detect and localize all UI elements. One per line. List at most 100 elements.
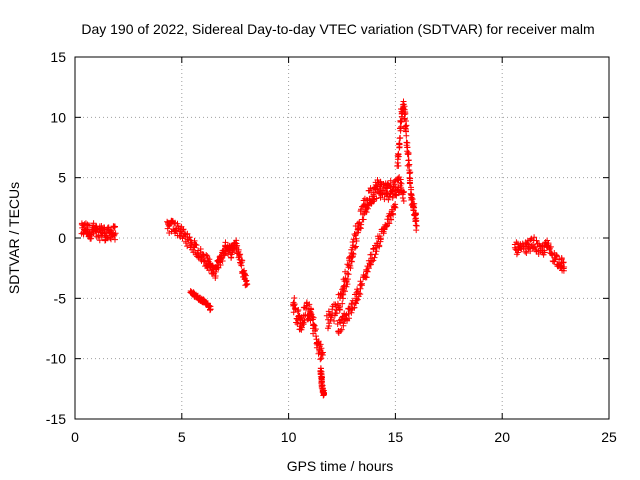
data-point — [397, 119, 404, 125]
data-point — [295, 307, 302, 313]
data-point — [186, 234, 193, 241]
data-point — [533, 237, 540, 244]
data-point — [301, 317, 308, 324]
data-point — [373, 195, 380, 202]
data-point — [413, 217, 420, 224]
data-point — [339, 300, 346, 307]
data-point — [184, 243, 191, 250]
data-point — [367, 261, 374, 268]
data-point — [390, 211, 397, 218]
data-point — [191, 237, 198, 244]
y-axis-title: SDTVAR / TECUs — [6, 182, 22, 294]
data-point — [402, 110, 409, 117]
data-point — [396, 141, 403, 148]
data-point — [83, 226, 90, 233]
y-tick-label: 0 — [58, 230, 66, 246]
data-point — [388, 216, 395, 223]
data-point — [547, 243, 554, 250]
data-point — [352, 244, 358, 251]
data-point — [306, 301, 313, 308]
data-point — [548, 250, 555, 257]
data-point — [217, 262, 224, 268]
y-tick-label: -5 — [54, 290, 67, 306]
data-point — [193, 242, 200, 249]
data-point — [291, 295, 298, 301]
data-point — [386, 220, 393, 227]
data-point — [546, 245, 553, 252]
data-point — [406, 180, 413, 187]
data-point — [383, 223, 390, 230]
data-point — [204, 253, 211, 259]
data-point — [558, 256, 565, 263]
data-point — [338, 326, 345, 333]
data-point — [350, 251, 357, 258]
y-tick-label: 5 — [58, 170, 66, 186]
data-point — [325, 308, 332, 315]
data-point — [413, 222, 420, 229]
data-point — [291, 302, 298, 309]
data-point — [345, 271, 352, 278]
data-point — [395, 162, 402, 169]
data-point — [342, 288, 348, 295]
data-point — [403, 132, 410, 139]
data-point — [311, 322, 318, 329]
data-point — [360, 216, 367, 223]
data-point — [326, 320, 333, 327]
data-point — [370, 257, 377, 264]
data-point — [207, 307, 213, 314]
y-tick-label: 10 — [50, 109, 66, 125]
axes — [74, 56, 610, 420]
data-point — [183, 240, 189, 246]
data-point — [407, 169, 414, 176]
data-point — [212, 268, 219, 275]
x-tick-label: 5 — [178, 429, 186, 445]
data-point — [294, 321, 301, 327]
data-point — [188, 239, 195, 246]
data-point — [396, 135, 403, 142]
data-point — [219, 258, 226, 264]
data-point — [357, 291, 364, 298]
data-point — [358, 221, 365, 228]
data-point — [340, 295, 346, 302]
data-point — [359, 280, 365, 287]
data-point — [349, 254, 356, 261]
data-point — [336, 304, 343, 310]
data-point — [234, 242, 241, 249]
data-point — [410, 204, 417, 211]
tick-labels: 0 5 10 15 20 25 -15 -10 -5 0 5 10 15 — [46, 49, 617, 445]
data-point — [343, 283, 350, 290]
data-point — [377, 236, 384, 243]
data-point — [96, 237, 103, 244]
data-point — [310, 322, 317, 328]
data-point — [371, 254, 378, 261]
data-point — [308, 311, 315, 318]
data-point — [317, 356, 324, 363]
data-point — [347, 265, 354, 272]
data-point — [179, 226, 186, 233]
data-point — [385, 196, 392, 203]
data-point — [317, 341, 324, 348]
data-point — [337, 328, 344, 334]
data-point — [320, 391, 327, 398]
data-point — [363, 274, 370, 281]
data-point — [318, 355, 325, 362]
data-point — [294, 308, 301, 315]
data-point — [184, 230, 191, 237]
data-point — [376, 242, 383, 249]
data-point — [312, 326, 319, 333]
data-point — [354, 296, 361, 303]
data-point — [397, 176, 404, 183]
data-point — [353, 297, 360, 304]
data-point — [514, 249, 521, 256]
data-point — [395, 150, 402, 157]
data-point — [239, 257, 246, 264]
data-point — [331, 318, 337, 324]
chart-title: Day 190 of 2022, Sidereal Day-to-day VTE… — [81, 21, 594, 37]
data-point — [364, 268, 371, 275]
data-point — [357, 224, 364, 231]
data-point — [319, 352, 326, 358]
data-point — [344, 276, 351, 283]
data-point — [392, 191, 399, 198]
x-tick-label: 10 — [281, 429, 297, 445]
